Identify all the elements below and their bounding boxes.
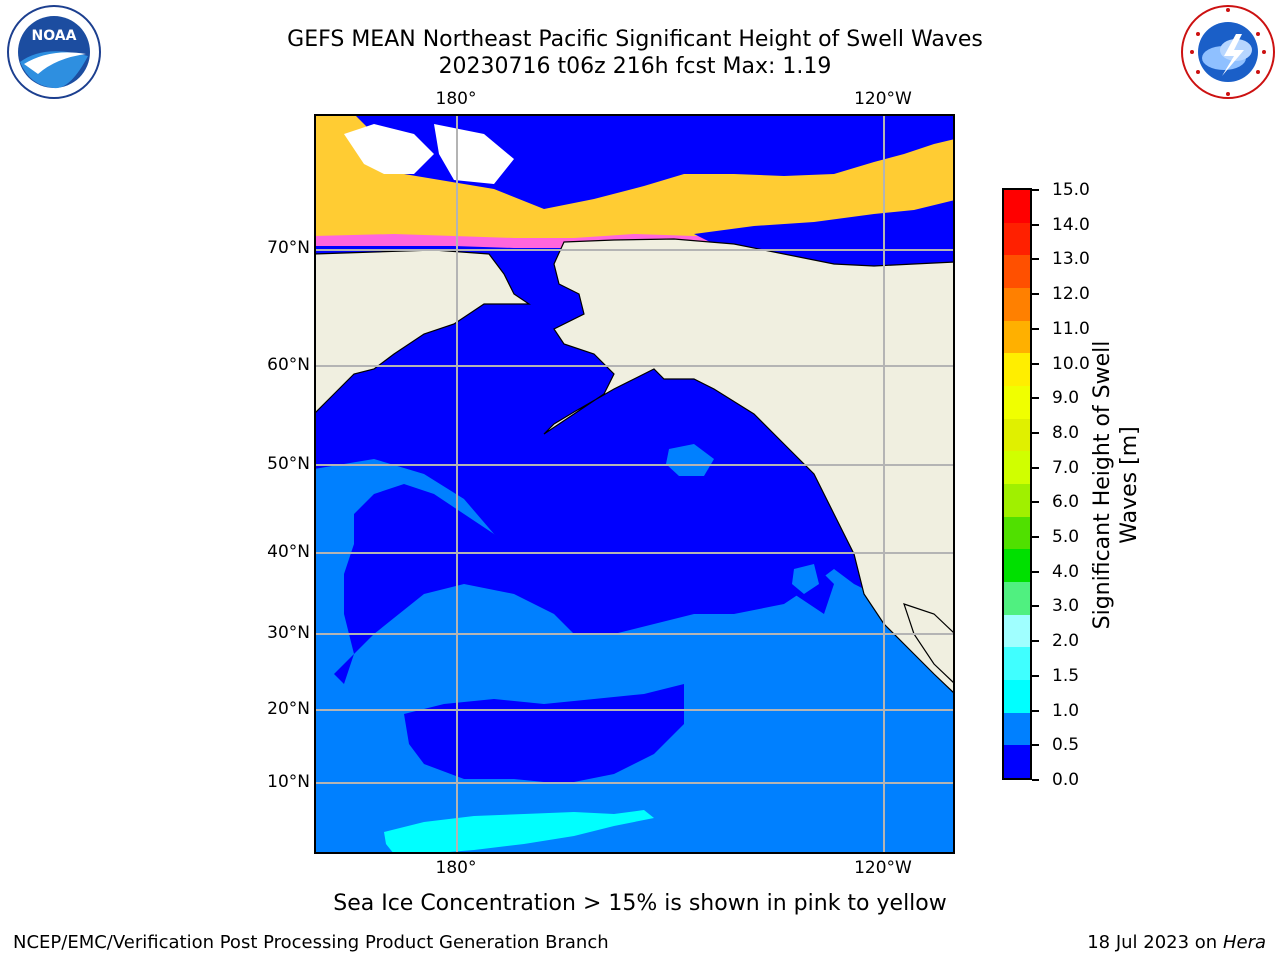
- colorbar-tick-label: 6.0: [1052, 492, 1080, 513]
- colorbar-tick-mark: [1032, 674, 1039, 677]
- colorbar-tick-label: 12.0: [1052, 284, 1090, 305]
- colorbar-segment: [1004, 712, 1030, 746]
- colorbar-title-line2: Waves [m]: [1117, 426, 1142, 544]
- colorbar-tick-mark: [1032, 258, 1039, 261]
- colorbar-segment: [1004, 581, 1030, 615]
- colorbar-segment: [1004, 254, 1030, 288]
- bottom-lon-label-180: 180°: [435, 858, 477, 878]
- colorbar-tick-label: 10.0: [1052, 353, 1090, 374]
- colorbar-segment: [1004, 614, 1030, 648]
- colorbar-segment: [1004, 189, 1030, 223]
- chart-subtitle: 20230716 t06z 216h fcst Max: 1.19: [438, 54, 832, 79]
- colorbar-tick-label: 7.0: [1052, 457, 1080, 478]
- colorbar-segment: [1004, 548, 1030, 582]
- top-lon-label-180: 180°: [435, 89, 477, 109]
- colorbar-tick-mark: [1032, 223, 1039, 226]
- sea-ice-band: [314, 114, 955, 242]
- colorbar-tick-label: 3.0: [1052, 596, 1080, 617]
- lat-label-30n: 30°N: [267, 623, 310, 643]
- colorbar-tick-mark: [1032, 397, 1039, 400]
- noaa-logo-text: NOAA: [32, 28, 77, 44]
- land-siberia: [314, 249, 531, 415]
- nws-logo: [1181, 5, 1275, 99]
- colorbar-tick-mark: [1032, 570, 1039, 573]
- lat-label-40n: 40°N: [267, 542, 310, 562]
- colorbar-tick-mark: [1032, 431, 1039, 434]
- lat-label-10n: 10°N: [267, 772, 310, 792]
- colorbar-tick-label: 9.0: [1052, 388, 1080, 409]
- colorbar-tick-mark: [1032, 536, 1039, 539]
- colorbar-tick-label: 1.0: [1052, 700, 1080, 721]
- colorbar-tick-label: 13.0: [1052, 249, 1090, 270]
- colorbar-tick-label: 14.0: [1052, 214, 1090, 235]
- sea-ice-white-core: [344, 124, 514, 184]
- colorbar-title: Significant Height of Swell Waves [m]: [1089, 341, 1143, 630]
- footer-date: 18 Jul 2023 on Hera: [1087, 932, 1266, 953]
- colorbar-tick-mark: [1032, 189, 1039, 191]
- footer-machine: Hera: [1222, 932, 1266, 953]
- lat-label-50n: 50°N: [267, 454, 310, 474]
- lat-label-20n: 20°N: [267, 699, 310, 719]
- colorbar-tick-label: 5.0: [1052, 527, 1080, 548]
- colorbar-segment: [1004, 483, 1030, 517]
- ocean-low-tongue: [334, 484, 834, 684]
- chart-title: GEFS MEAN Northeast Pacific Significant …: [287, 27, 983, 52]
- map-panel: [314, 114, 955, 854]
- ocean-mid-patch3: [666, 444, 714, 476]
- colorbar-tick-mark: [1032, 466, 1039, 469]
- lat-label-60n: 60°N: [267, 355, 310, 375]
- colorbar-tick-mark: [1032, 293, 1039, 296]
- sea-ice-caption: Sea Ice Concentration > 15% is shown in …: [333, 891, 947, 916]
- colorbar-tick-mark: [1032, 744, 1039, 747]
- colorbar-tick-label: 1.5: [1052, 665, 1080, 686]
- colorbar-tick-label: 0.0: [1052, 770, 1080, 790]
- colorbar-tick-label: 4.0: [1052, 561, 1080, 582]
- colorbar-segment: [1004, 352, 1030, 386]
- colorbar-tick-mark: [1032, 605, 1039, 608]
- colorbar-tick-mark: [1032, 327, 1039, 330]
- colorbar-segment: [1004, 418, 1030, 452]
- colorbar-tick-label: 11.0: [1052, 318, 1090, 339]
- colorbar: [1002, 188, 1032, 780]
- colorbar-segment: [1004, 450, 1030, 484]
- land-alaska: [543, 238, 955, 695]
- colorbar-title-line1: Significant Height of Swell: [1090, 340, 1115, 630]
- noaa-logo: NOAA: [7, 5, 101, 99]
- ocean-mid-patch: [792, 564, 819, 594]
- footer-branch: NCEP/EMC/Verification Post Processing Pr…: [13, 932, 609, 953]
- colorbar-segment: [1004, 744, 1030, 778]
- colorbar-segment: [1004, 646, 1030, 680]
- ocean-mid-patch2: [744, 659, 809, 694]
- colorbar-tick-label: 8.0: [1052, 422, 1080, 443]
- colorbar-segment: [1004, 679, 1030, 713]
- colorbar-segment: [1004, 287, 1030, 321]
- colorbar-tick-mark: [1032, 501, 1039, 504]
- colorbar-tick-mark: [1032, 709, 1039, 712]
- colorbar-segment: [1004, 320, 1030, 354]
- footer-date-text: 18 Jul 2023 on: [1087, 932, 1223, 953]
- colorbar-tick-label: 0.5: [1052, 735, 1080, 756]
- colorbar-segment: [1004, 222, 1030, 256]
- colorbar-tick-label: 2.0: [1052, 631, 1080, 652]
- bottom-lon-label-120w: 120°W: [854, 858, 912, 878]
- colorbar-tick-mark: [1032, 779, 1039, 781]
- graticule: [314, 114, 955, 854]
- colorbar-tick-mark: [1032, 640, 1039, 643]
- colorbar-segment: [1004, 385, 1030, 419]
- colorbar-tick-mark: [1032, 362, 1039, 365]
- colorbar-tick-label: 15.0: [1052, 180, 1090, 200]
- colorbar-segment: [1004, 516, 1030, 550]
- ocean-cyan: [384, 810, 654, 854]
- top-lon-label-120w: 120°W: [854, 89, 912, 109]
- lat-label-70n: 70°N: [267, 238, 310, 258]
